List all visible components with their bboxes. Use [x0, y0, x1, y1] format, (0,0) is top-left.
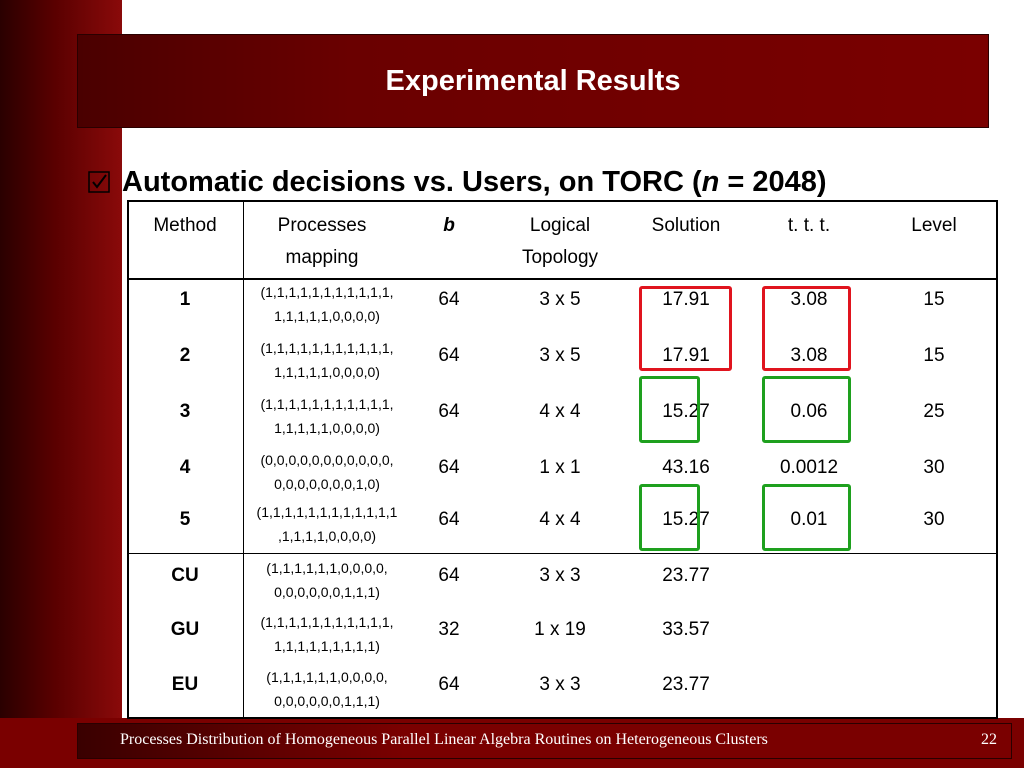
cell-map1: (0,0,0,0,0,0,0,0,0,0,0,	[260, 452, 394, 468]
header-level: Level	[911, 215, 957, 236]
cell-map2: 1,1,1,1,1,0,0,0,0)	[274, 420, 380, 436]
cell-topology: 3 x 3	[539, 674, 581, 695]
cell-method: EU	[171, 674, 199, 695]
cell-method: CU	[171, 565, 199, 586]
cell-method: 2	[179, 345, 191, 366]
header-logical-line1: Logical	[529, 215, 591, 236]
cell-b: 64	[438, 674, 460, 695]
cell-map2: 0,0,0,0,0,0,0,1,0)	[274, 476, 380, 492]
header-method: Method	[153, 215, 217, 236]
footer-text: Processes Distribution of Homogeneous Pa…	[120, 731, 768, 748]
cell-map2: 0,0,0,0,0,0,1,1,1)	[274, 693, 380, 709]
cell-solution: 43.16	[662, 457, 710, 478]
cell-map1: (1,1,1,1,1,1,1,1,1,1,1,	[260, 396, 394, 412]
highlight-green-ttt-5	[762, 484, 851, 551]
cell-topology: 1 x 19	[534, 619, 586, 640]
cell-map2: 1,1,1,1,1,1,1,1,1)	[274, 638, 380, 654]
cell-b: 32	[438, 619, 460, 640]
cell-map2: 0,0,0,0,0,0,1,1,1)	[274, 584, 380, 600]
bullet-text: Automatic decisions vs. Users, on TORC (…	[122, 166, 827, 199]
cell-topology: 1 x 1	[539, 457, 581, 478]
cell-level: 15	[923, 345, 945, 366]
cell-solution: 17.91	[662, 289, 710, 310]
cell-map2: 1,1,1,1,1,0,0,0,0)	[274, 364, 380, 380]
group-separator	[129, 553, 996, 554]
cell-method: 5	[179, 509, 191, 530]
cell-topology: 3 x 5	[539, 289, 581, 310]
cell-solution: 33.57	[662, 619, 710, 640]
cell-level: 15	[923, 289, 945, 310]
header-processes-line1: Processes	[277, 215, 367, 236]
highlight-green-solution-3	[639, 376, 700, 443]
cell-method: GU	[170, 619, 200, 640]
left-decorative-band	[0, 0, 122, 768]
title-bar: Experimental Results	[77, 34, 989, 128]
cell-b: 64	[438, 509, 460, 530]
highlight-red-solution	[639, 286, 732, 371]
cell-b: 64	[438, 565, 460, 586]
cell-level: 25	[923, 401, 945, 422]
cell-map1: (1,1,1,1,1,1,0,0,0,0,	[266, 560, 388, 576]
header-ttt: t. t. t.	[787, 215, 831, 236]
cell-ttt: 3.08	[790, 289, 828, 310]
cell-topology: 3 x 3	[539, 565, 581, 586]
cell-map1: (1,1,1,1,1,1,1,1,1,1,1,1	[256, 504, 398, 520]
cell-ttt: 0.06	[790, 401, 828, 422]
method-column-separator	[243, 202, 244, 717]
header-separator	[129, 278, 996, 280]
header-processes-line2: mapping	[285, 247, 359, 268]
cell-ttt: 3.08	[790, 345, 828, 366]
header-b: b	[443, 215, 455, 236]
cell-map1: (1,1,1,1,1,1,0,0,0,0,	[266, 669, 388, 685]
highlight-red-ttt	[762, 286, 851, 371]
cell-topology: 4 x 4	[539, 401, 581, 422]
cell-map2: 1,1,1,1,1,0,0,0,0)	[274, 308, 380, 324]
cell-b: 64	[438, 457, 460, 478]
cell-method: 4	[179, 457, 191, 478]
cell-solution: 17.91	[662, 345, 710, 366]
cell-solution: 23.77	[662, 674, 710, 695]
cell-method: 3	[179, 401, 191, 422]
cell-map1: (1,1,1,1,1,1,1,1,1,1,1,	[260, 340, 394, 356]
cell-ttt: 0.01	[790, 509, 828, 530]
page-number: 22	[981, 731, 997, 748]
cell-ttt: 0.0012	[779, 457, 839, 478]
cell-method: 1	[179, 289, 191, 310]
cell-level: 30	[923, 457, 945, 478]
slide-title: Experimental Results	[385, 65, 681, 97]
footer-bar: Processes Distribution of Homogeneous Pa…	[77, 723, 1012, 759]
cell-topology: 3 x 5	[539, 345, 581, 366]
bullet-point: Automatic decisions vs. Users, on TORC (…	[88, 162, 827, 202]
cell-solution: 23.77	[662, 565, 710, 586]
bullet-text-prefix: Automatic decisions vs. Users, on TORC (	[122, 165, 702, 198]
header-logical-line2: Topology	[521, 247, 599, 268]
highlight-green-solution-5	[639, 484, 700, 551]
cell-map1: (1,1,1,1,1,1,1,1,1,1,1,	[260, 614, 394, 630]
cell-b: 64	[438, 345, 460, 366]
cell-level: 30	[923, 509, 945, 530]
checkbox-checked-icon	[88, 171, 110, 193]
cell-map1: (1,1,1,1,1,1,1,1,1,1,1,	[260, 284, 394, 300]
cell-map2: ,1,1,1,1,0,0,0,0)	[277, 528, 377, 544]
results-table: Method Processes mapping b Logical Topol…	[127, 200, 998, 719]
bullet-text-suffix: = 2048)	[719, 165, 827, 198]
header-solution: Solution	[651, 215, 721, 236]
highlight-green-ttt-3	[762, 376, 851, 443]
cell-b: 64	[438, 401, 460, 422]
cell-topology: 4 x 4	[539, 509, 581, 530]
cell-b: 64	[438, 289, 460, 310]
bullet-variable: n	[701, 165, 720, 198]
